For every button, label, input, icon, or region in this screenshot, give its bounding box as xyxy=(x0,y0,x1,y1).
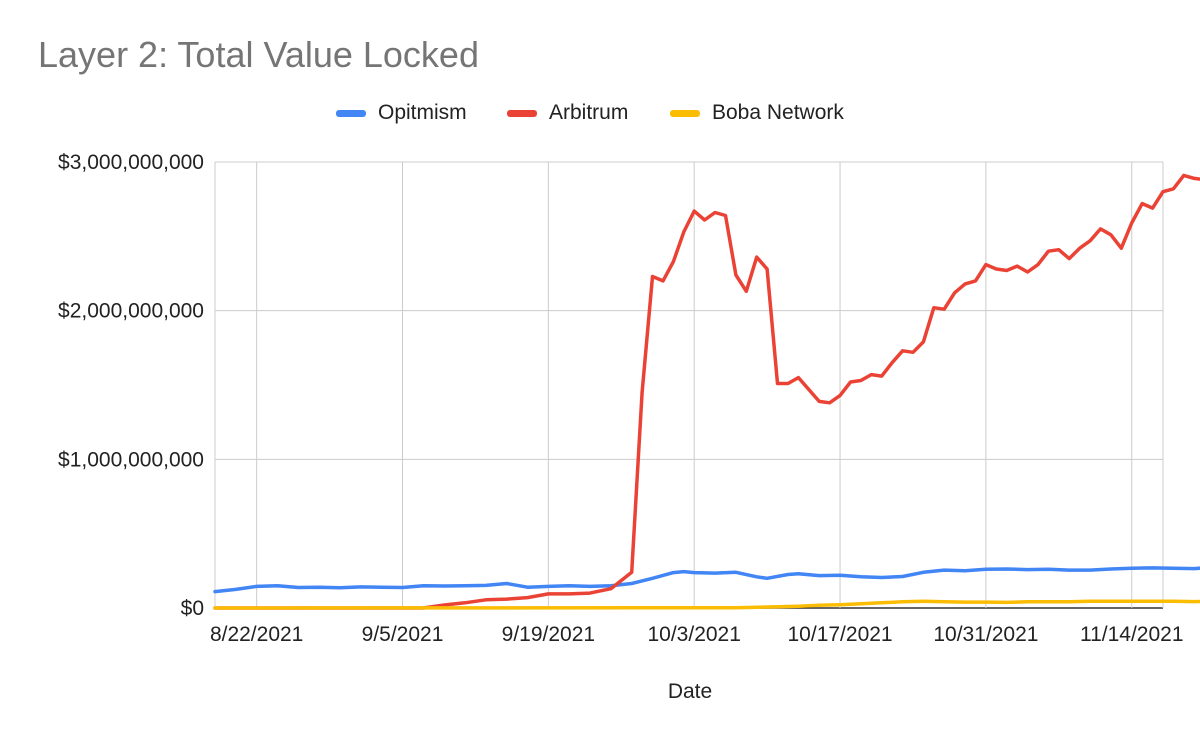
legend-item-boba-network: Boba Network xyxy=(670,98,844,128)
legend-swatch-boba-network xyxy=(670,109,700,117)
legend-label-arbitrum: Arbitrum xyxy=(549,101,629,124)
x-tick-label: 9/5/2021 xyxy=(362,623,444,646)
chart-title: Layer 2: Total Value Locked xyxy=(38,34,479,75)
y-axis-ticks: $0 $1,000,000,000 $2,000,000,000 $3,000,000… xyxy=(58,151,204,620)
y-tick-label: $1,000,000,000 xyxy=(58,448,204,471)
grid xyxy=(214,161,1164,609)
x-tick-label: 8/22/2021 xyxy=(210,623,303,646)
y-tick-label: $3,000,000,000 xyxy=(58,151,204,174)
series-line-arbitrum xyxy=(213,173,1200,610)
series-line-boba-network xyxy=(213,599,1200,610)
x-tick-label: 10/31/2021 xyxy=(933,623,1038,646)
y-tick-label: $0 xyxy=(181,597,204,620)
series-line-opitmism xyxy=(213,566,1200,594)
legend-item-arbitrum: Arbitrum xyxy=(507,98,628,128)
y-tick-label: $2,000,000,000 xyxy=(58,300,204,323)
x-tick-label: 9/19/2021 xyxy=(502,623,595,646)
legend-label-opitmism: Opitmism xyxy=(378,101,467,124)
legend-swatch-opitmism xyxy=(336,109,366,117)
series-lines xyxy=(213,173,1200,610)
legend: Opitmism Arbitrum Boba Network xyxy=(0,98,1200,128)
legend-swatch-arbitrum xyxy=(507,109,537,117)
legend-label-boba-network: Boba Network xyxy=(712,101,844,124)
x-tick-label: 10/3/2021 xyxy=(647,623,740,646)
legend-item-opitmism: Opitmism xyxy=(336,98,467,128)
x-axis-label: Date xyxy=(668,680,712,703)
x-axis-ticks: 8/22/2021 9/5/2021 9/19/2021 10/3/2021 10/17… xyxy=(210,623,1184,646)
x-tick-label: 11/14/2021 xyxy=(1080,623,1184,646)
x-tick-label: 10/17/2021 xyxy=(788,623,893,646)
